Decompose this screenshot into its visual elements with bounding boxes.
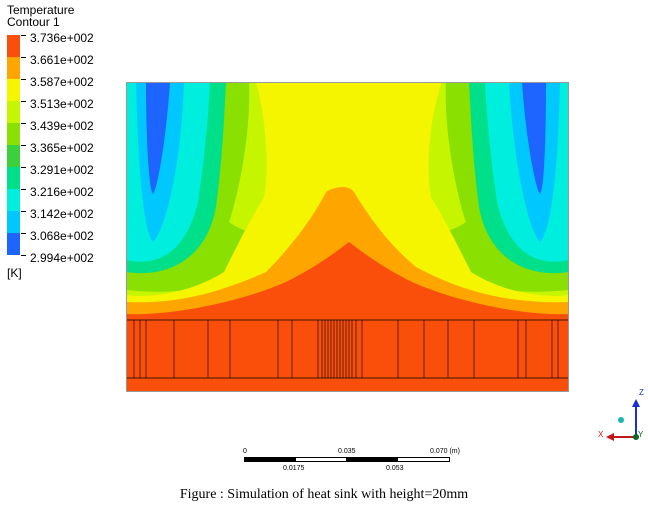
legend-swatch — [7, 145, 20, 167]
legend-tick — [21, 167, 26, 168]
legend-label: 3.291e+002 — [30, 163, 94, 177]
legend-label: 2.994e+002 — [30, 251, 94, 265]
legend-label: 3.587e+002 — [30, 75, 94, 89]
legend-swatch — [7, 189, 20, 211]
legend-tick — [21, 189, 26, 190]
legend-tick — [21, 57, 26, 58]
axis-triad — [606, 399, 640, 441]
legend-unit: [K] — [7, 266, 22, 280]
legend-swatch — [7, 79, 20, 101]
y-axis-dot-icon — [633, 434, 639, 440]
scale-label: 0 — [243, 448, 247, 455]
legend-tick — [21, 211, 26, 212]
color-legend-bar — [7, 35, 20, 255]
heat-sink-base — [126, 320, 569, 392]
legend-swatch — [7, 101, 20, 123]
x-arrow-icon — [606, 433, 614, 441]
y-axis-label: Y — [638, 430, 644, 439]
contour-band — [270, 82, 356, 122]
legend-tick — [21, 255, 26, 256]
legend-label: 3.661e+002 — [30, 53, 94, 67]
legend-swatch — [7, 57, 20, 79]
legend-tick — [21, 233, 26, 234]
figure-caption: Figure : Simulation of heat sink with he… — [179, 487, 469, 502]
legend-label: 3.513e+002 — [30, 97, 94, 111]
legend-tick — [21, 123, 26, 124]
legend-label: 3.068e+002 — [30, 229, 94, 243]
scale-bar: 0 0.035 0.070 (m) 0.0175 0.053 — [240, 446, 480, 476]
z-axis-label: Z — [639, 388, 644, 397]
scale-label: 0.053 — [386, 465, 404, 472]
z-arrow-icon — [632, 399, 640, 407]
legend-swatch — [7, 167, 20, 189]
scale-segment — [295, 457, 347, 462]
legend-label: 3.736e+002 — [30, 31, 94, 45]
scale-label: 0.070 (m) — [430, 448, 460, 455]
legend-label: 3.365e+002 — [30, 141, 94, 155]
heat-sink-fins — [133, 320, 559, 378]
legend-tick — [21, 35, 26, 36]
legend-tick — [21, 79, 26, 80]
x-axis-label: X — [598, 430, 604, 439]
plot-frame — [126, 82, 569, 392]
legend-swatch — [7, 123, 20, 145]
scale-segment — [346, 457, 398, 462]
scale-label: 0.035 — [338, 448, 356, 455]
legend-tick — [21, 101, 26, 102]
scale-segment — [397, 457, 450, 462]
legend-label: 3.439e+002 — [30, 119, 94, 133]
legend-label: 3.142e+002 — [30, 207, 94, 221]
legend-swatch — [7, 35, 20, 57]
view-center-dot-icon — [618, 417, 624, 423]
legend-subtitle: Contour 1 — [7, 15, 60, 29]
scale-label: 0.0175 — [283, 465, 305, 472]
legend-swatch — [7, 233, 20, 255]
legend-label: 3.216e+002 — [30, 185, 94, 199]
scale-segment — [244, 457, 296, 462]
temperature-contour-plot — [126, 82, 569, 392]
legend-tick — [21, 145, 26, 146]
legend-swatch — [7, 211, 20, 233]
legend-title: Temperature — [7, 3, 75, 17]
